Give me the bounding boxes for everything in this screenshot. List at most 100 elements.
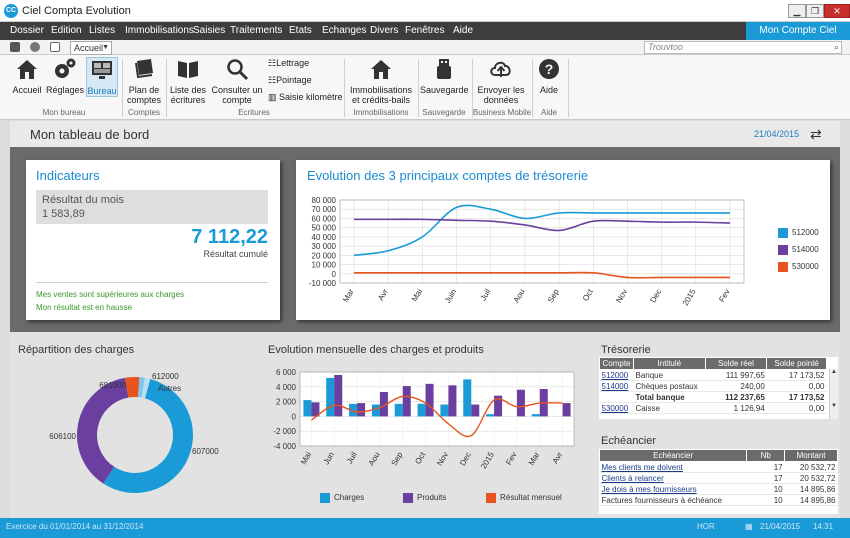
search-input[interactable]: Trouvtoo ⌕ bbox=[644, 41, 842, 54]
house-icon bbox=[17, 60, 37, 79]
resultat-cumule-value: 7 112,22 bbox=[191, 226, 268, 248]
bar-produits bbox=[471, 404, 480, 417]
tresorerie-title: Trésorerie bbox=[601, 344, 651, 356]
x-tick-label: Avr bbox=[551, 450, 565, 465]
bureau-button[interactable]: Bureau bbox=[86, 57, 118, 97]
col-echeancier[interactable]: Echéancier bbox=[598, 449, 748, 462]
x-tick-label: Mar bbox=[527, 450, 542, 467]
minimize-icon[interactable]: ▁ bbox=[788, 4, 806, 18]
col-montant[interactable]: Montant bbox=[784, 449, 838, 462]
pie-slice-607000 bbox=[103, 379, 193, 493]
immobilisations-button[interactable]: Immobilisations et crédits-bails bbox=[348, 57, 414, 105]
x-tick-label: Aou bbox=[367, 451, 382, 468]
globe-icon[interactable] bbox=[30, 42, 40, 52]
menu-fenetres[interactable]: Fenêtres bbox=[405, 25, 445, 36]
y-tick-label: 2 000 bbox=[276, 398, 297, 407]
bar-produits bbox=[357, 403, 366, 417]
ribbon-separator bbox=[532, 59, 533, 117]
mon-compte-button[interactable]: Mon Compte Ciel bbox=[746, 22, 850, 40]
help-icon: ? bbox=[539, 59, 559, 79]
y-tick-label: -2 000 bbox=[273, 427, 296, 436]
col-compte[interactable]: Compte bbox=[599, 357, 634, 370]
bar-charges bbox=[326, 377, 335, 417]
menu-aide[interactable]: Aide bbox=[453, 25, 474, 36]
table-row[interactable]: 530000 Caisse 1 126,94 0,00 bbox=[599, 402, 827, 414]
menu-edition[interactable]: Edition bbox=[51, 25, 82, 36]
plot-frame bbox=[339, 199, 745, 284]
sauvegarde-button[interactable]: Sauvegarde bbox=[420, 57, 469, 95]
table-row[interactable]: 512000 Banque 111 997,65 17 173,52 bbox=[599, 369, 827, 381]
series-line-530000 bbox=[354, 271, 730, 279]
table-row[interactable]: 514000 Chèques postaux 240,00 0,00 bbox=[599, 380, 827, 392]
table-row[interactable]: Factures fournisseurs à échéance 10 14 895… bbox=[599, 494, 838, 506]
series-line-514000 bbox=[354, 218, 731, 232]
menu-etats[interactable]: Etats bbox=[289, 25, 312, 36]
consult-label-1: Consulter un bbox=[211, 85, 263, 95]
col-nb[interactable]: Nb bbox=[746, 449, 786, 462]
x-tick-label: 2015 bbox=[479, 450, 496, 470]
liste-ecritures-button[interactable]: Liste des écritures bbox=[168, 57, 208, 105]
col-solde-reel[interactable]: Solde réel bbox=[704, 357, 768, 370]
x-tick-label: Mai bbox=[410, 287, 424, 303]
saisie-km-label: Saisie kilomètre bbox=[279, 92, 343, 102]
reglages-button[interactable]: Réglages bbox=[46, 57, 84, 95]
scrollbar[interactable]: ▲ ▼ bbox=[829, 369, 838, 419]
bar-produits bbox=[334, 374, 343, 417]
table-row[interactable]: Je dois à mes fournisseurs 10 14 895,86 bbox=[599, 483, 838, 495]
echeancier-link[interactable]: Je dois à mes fournisseurs bbox=[599, 483, 747, 495]
legend-swatch bbox=[403, 493, 413, 503]
menu-traitements[interactable]: Traitements bbox=[230, 25, 283, 36]
col-solde-pointe[interactable]: Solde pointé bbox=[766, 357, 827, 370]
close-icon[interactable]: ✕ bbox=[824, 4, 850, 18]
legend-swatch bbox=[778, 245, 788, 255]
pointage-button[interactable]: ☷Pointage bbox=[268, 75, 312, 86]
echeancier-link[interactable]: Clients à relancer bbox=[599, 472, 747, 484]
envoyer-donnees-button[interactable]: Envoyer les données bbox=[474, 57, 528, 105]
saisie-km-button[interactable]: ▥ Saisie kilomètre bbox=[268, 92, 343, 103]
tresorerie-table-wrap: Compte Intitulé Solde réel Solde pointé … bbox=[599, 357, 838, 419]
compte-link[interactable]: 514000 bbox=[599, 380, 634, 392]
document-icon[interactable] bbox=[50, 42, 60, 52]
consulter-compte-button[interactable]: Consulter un compte bbox=[210, 57, 264, 105]
menu-divers[interactable]: Divers bbox=[370, 25, 399, 36]
dashboard-date[interactable]: 21/04/2015 bbox=[754, 129, 800, 139]
sauvegarde-label: Sauvegarde bbox=[420, 85, 469, 95]
table-row[interactable]: Clients à relancer 17 20 532,72 bbox=[599, 472, 838, 484]
plot-area bbox=[300, 372, 574, 446]
aide-button[interactable]: ? Aide bbox=[534, 57, 564, 95]
bar-produits bbox=[402, 386, 411, 417]
compte-link[interactable]: 512000 bbox=[599, 369, 634, 381]
lettrage-button[interactable]: ☷Lettrage bbox=[268, 58, 309, 69]
accueil-button[interactable]: Accueil bbox=[10, 57, 44, 95]
menu-echanges[interactable]: Echanges bbox=[322, 25, 367, 36]
echeancier-link[interactable]: Mes clients me doivent bbox=[599, 461, 747, 473]
bar-produits bbox=[425, 383, 434, 417]
scroll-up-icon[interactable]: ▲ bbox=[831, 369, 837, 375]
group-immobilisations: Immobilisations bbox=[353, 108, 409, 117]
search-icon[interactable]: ⌕ bbox=[833, 42, 839, 52]
col-intitule[interactable]: Intitulé bbox=[632, 357, 706, 370]
status-mode: HOR bbox=[697, 522, 715, 531]
menu-dossier[interactable]: Dossier bbox=[10, 25, 44, 36]
plan-comptes-button[interactable]: Plan de comptes bbox=[124, 57, 164, 105]
plan-label-2: comptes bbox=[126, 95, 161, 105]
menu-immobilisations[interactable]: Immobilisations bbox=[125, 25, 194, 36]
echeancier-cell[interactable]: Factures fournisseurs à échéance bbox=[599, 494, 747, 506]
magnifier-icon bbox=[227, 59, 249, 81]
refresh-icon[interactable]: ⇄ bbox=[810, 126, 822, 142]
restore-icon[interactable]: ❐ bbox=[806, 4, 824, 18]
bar-produits bbox=[516, 389, 525, 417]
status-time: 14:31 bbox=[813, 522, 834, 531]
ribbon-separator bbox=[472, 59, 473, 117]
scroll-down-icon[interactable]: ▼ bbox=[831, 403, 837, 409]
menu-saisies[interactable]: Saisies bbox=[193, 25, 226, 36]
tab-accueil[interactable]: Accueil ▼ bbox=[70, 41, 112, 55]
nb-cell: 17 bbox=[746, 461, 785, 473]
compte-link[interactable]: 530000 bbox=[599, 402, 634, 414]
menu-listes[interactable]: Listes bbox=[89, 25, 116, 36]
table-row[interactable]: Mes clients me doivent 17 20 532,72 bbox=[599, 461, 838, 473]
bar-charges bbox=[463, 379, 472, 417]
x-tick-label: Dec bbox=[648, 288, 663, 305]
home-icon[interactable] bbox=[10, 42, 20, 52]
consult-label-2: compte bbox=[222, 95, 252, 105]
